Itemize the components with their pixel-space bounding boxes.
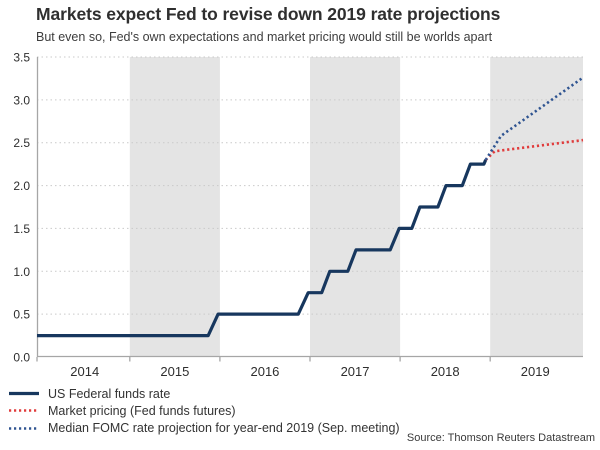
legend-swatch-dotted-icon [9, 409, 39, 413]
y-tick-label: 0.5 [13, 308, 30, 322]
x-tick-label: 2019 [521, 364, 550, 379]
source-credit: Source: Thomson Reuters Datastream [406, 432, 595, 444]
year-band [129, 57, 220, 357]
series-line-red [484, 138, 584, 161]
series-line-navy [37, 159, 488, 338]
y-tick-label: 1.0 [13, 265, 30, 279]
legend-item: Median FOMC rate projection for year-end… [8, 420, 400, 437]
legend-label: US Federal funds rate [48, 386, 171, 401]
x-tick-label: 2017 [341, 364, 370, 379]
y-tick-label: 3.0 [13, 93, 30, 107]
plot-canvas: 0.0 0.5 1.0 1.5 2.0 2.5 3.0 3.5 2014 2015 2016 2017… [13, 51, 584, 379]
series-line-blue [484, 76, 584, 161]
chart-title: Markets expect Fed to revise down 2019 r… [36, 4, 501, 24]
y-tick-label: 2.0 [13, 179, 30, 193]
legend-swatch-solid-icon [9, 392, 39, 396]
year-band [310, 57, 401, 357]
x-tick-label: 2018 [431, 364, 460, 379]
legend-swatch-dotted-icon [9, 426, 39, 430]
legend: US Federal funds rate Market pricing (Fed… [8, 385, 400, 437]
legend-label: Median FOMC rate projection for year-end… [48, 421, 400, 436]
x-tick-label: 2015 [160, 364, 189, 379]
chart-subtitle: But even so, Fed's own expectations and … [36, 30, 493, 44]
y-tick-label: 2.5 [13, 136, 30, 150]
y-tick-label: 3.5 [13, 51, 30, 65]
year-band [490, 57, 583, 357]
x-tick-label: 2016 [250, 364, 279, 379]
legend-label: Market pricing (Fed funds futures) [48, 403, 236, 418]
x-tick-label: 2014 [70, 364, 99, 379]
plot-area: 0.0 0.5 1.0 1.5 2.0 2.5 3.0 3.5 2014 2015 2016 2017… [13, 51, 584, 379]
legend-item: Market pricing (Fed funds futures) [8, 402, 400, 419]
y-tick-label: 1.5 [13, 222, 30, 236]
y-tick-label: 0.0 [13, 351, 30, 365]
legend-item: US Federal funds rate [8, 385, 400, 402]
